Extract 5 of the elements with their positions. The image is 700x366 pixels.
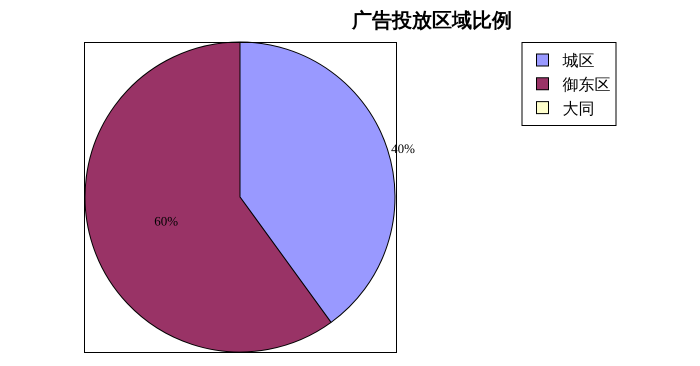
legend-label: 御东区 — [562, 75, 610, 94]
legend-label: 城区 — [562, 51, 594, 70]
legend-label: 大同 — [562, 98, 594, 118]
chart-title: 广告投放区域比例 — [350, 8, 512, 32]
data-label: 60% — [154, 213, 178, 228]
